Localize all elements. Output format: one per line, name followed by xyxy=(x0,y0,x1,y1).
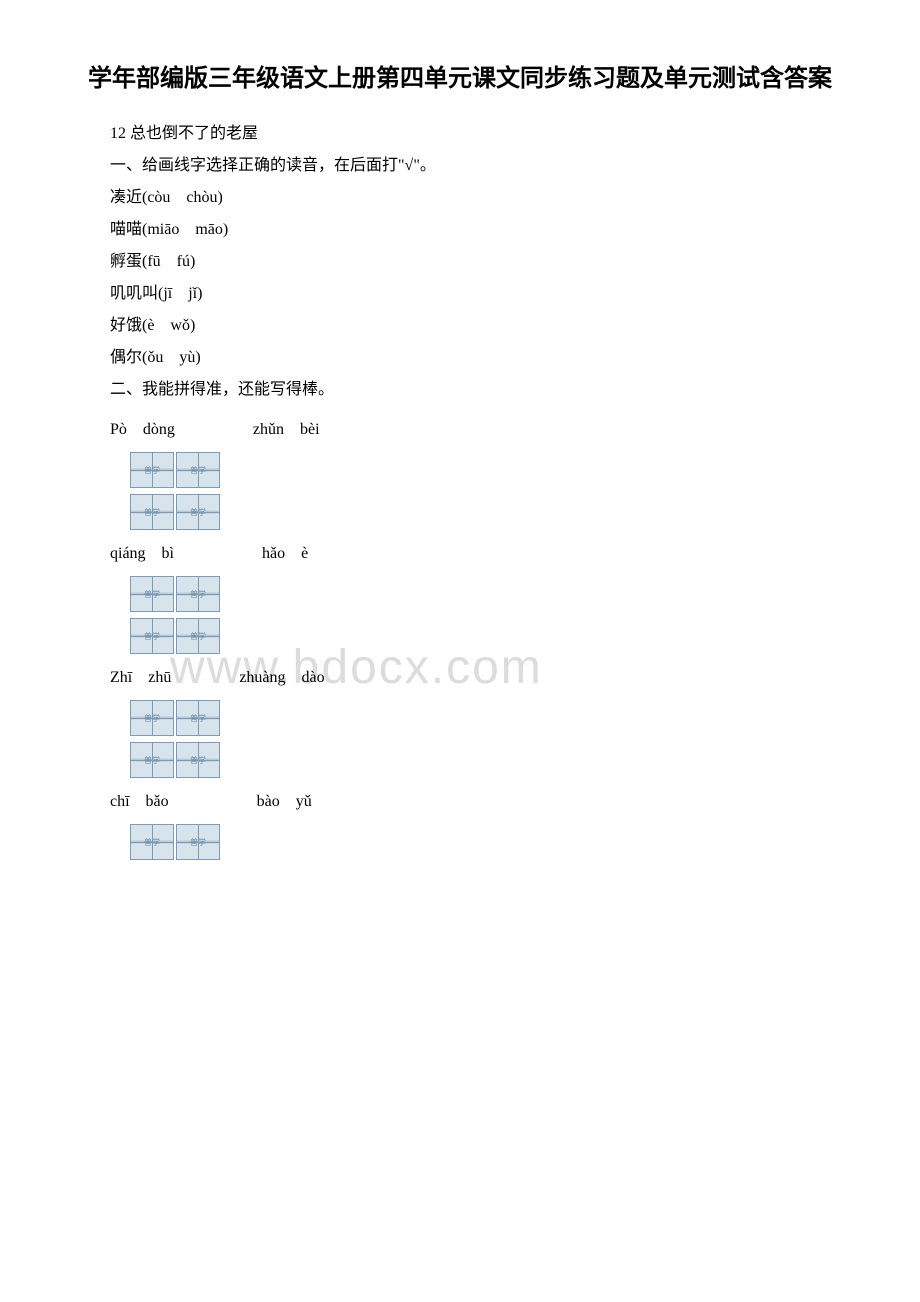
cell-watermark: 普学 xyxy=(144,465,160,476)
grid-row: 普学 普学 xyxy=(130,494,840,530)
grid-row: 普学 普学 xyxy=(130,576,840,612)
grid-cell: 普学 xyxy=(176,494,220,530)
grid-cell: 普学 xyxy=(176,742,220,778)
cell-watermark: 普学 xyxy=(144,631,160,642)
section-2-title: 二、我能拼得准，还能写得棒。 xyxy=(110,374,840,406)
cell-watermark: 普学 xyxy=(144,755,160,766)
lesson-heading: 12 总也倒不了的老屋 xyxy=(110,118,840,150)
grid-cell: 普学 xyxy=(130,700,174,736)
pinyin-left-1: qiáng bì xyxy=(110,545,174,562)
grid-row: 普学 普学 xyxy=(130,452,840,488)
pinyin-row-0: Pò dòng zhǔn bèi xyxy=(110,414,840,446)
pinyin-left-2: Zhī zhū xyxy=(110,669,171,686)
q1-item-5: 偶尔(ǒu yù) xyxy=(110,342,840,374)
grid-cell: 普学 xyxy=(176,618,220,654)
pinyin-right-3: bào yǔ xyxy=(257,793,312,810)
grid-cell: 普学 xyxy=(130,576,174,612)
page-title: 学年部编版三年级语文上册第四单元课文同步练习题及单元测试含答案 xyxy=(80,60,840,98)
grid-cell: 普学 xyxy=(130,494,174,530)
q1-item-1: 喵喵(miāo māo) xyxy=(110,214,840,246)
cell-watermark: 普学 xyxy=(144,713,160,724)
cell-watermark: 普学 xyxy=(190,837,206,848)
q1-item-2: 孵蛋(fū fú) xyxy=(110,246,840,278)
cell-watermark: 普学 xyxy=(190,713,206,724)
pinyin-right-0: zhǔn bèi xyxy=(253,421,320,438)
pinyin-right-1: hǎo è xyxy=(262,545,308,562)
grid-cell: 普学 xyxy=(176,452,220,488)
q1-item-0: 凑近(còu chòu) xyxy=(110,182,840,214)
cell-watermark: 普学 xyxy=(190,631,206,642)
grid-cell: 普学 xyxy=(176,576,220,612)
grid-cell: 普学 xyxy=(130,618,174,654)
pinyin-row-2: Zhī zhū zhuàng dào xyxy=(110,662,840,694)
pinyin-row-3: chī bǎo bào yǔ xyxy=(110,786,840,818)
cell-watermark: 普学 xyxy=(190,589,206,600)
grid-cell: 普学 xyxy=(130,452,174,488)
cell-watermark: 普学 xyxy=(144,507,160,518)
q1-item-4: 好饿(è wǒ) xyxy=(110,310,840,342)
q1-item-3: 叽叽叫(jī jǐ) xyxy=(110,278,840,310)
cell-watermark: 普学 xyxy=(190,507,206,518)
grid-row: 普学 普学 xyxy=(130,618,840,654)
cell-watermark: 普学 xyxy=(144,837,160,848)
pinyin-left-3: chī bǎo xyxy=(110,793,169,810)
cell-watermark: 普学 xyxy=(190,755,206,766)
document-content: 学年部编版三年级语文上册第四单元课文同步练习题及单元测试含答案 12 总也倒不了… xyxy=(80,60,840,860)
cell-watermark: 普学 xyxy=(144,589,160,600)
grid-cell: 普学 xyxy=(130,824,174,860)
pinyin-right-2: zhuàng dào xyxy=(239,669,324,686)
grid-row: 普学 普学 xyxy=(130,824,840,860)
grid-cell: 普学 xyxy=(130,742,174,778)
section-1-title: 一、给画线字选择正确的读音，在后面打"√"。 xyxy=(110,150,840,182)
cell-watermark: 普学 xyxy=(190,465,206,476)
grid-row: 普学 普学 xyxy=(130,700,840,736)
pinyin-row-1: qiáng bì hǎo è xyxy=(110,538,840,570)
pinyin-left-0: Pò dòng xyxy=(110,421,175,438)
grid-row: 普学 普学 xyxy=(130,742,840,778)
grid-cell: 普学 xyxy=(176,700,220,736)
grid-cell: 普学 xyxy=(176,824,220,860)
